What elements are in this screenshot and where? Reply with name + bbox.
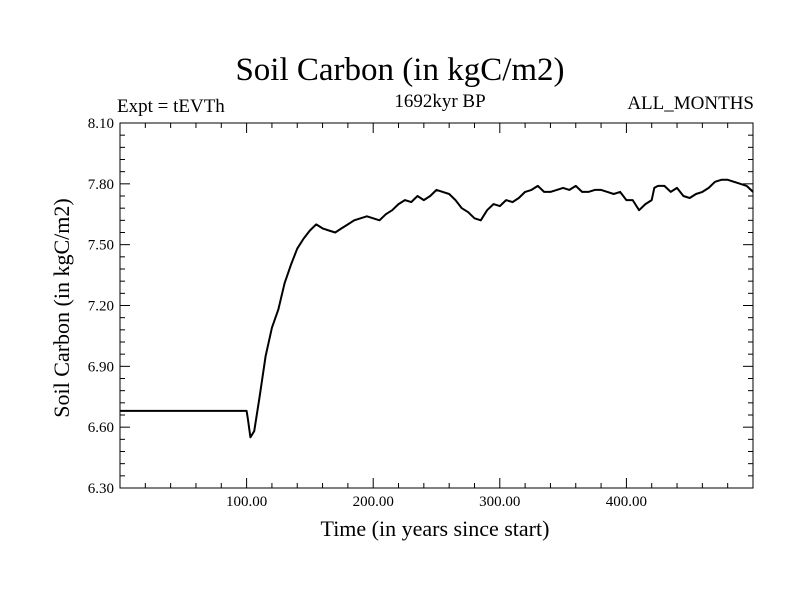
months-label: ALL_MONTHS xyxy=(627,93,754,114)
experiment-label: Expt = tEVTh xyxy=(117,96,225,117)
chart-title: Soil Carbon (in kgC/m2) xyxy=(235,52,565,88)
y-tick-label: 6.90 xyxy=(88,359,114,375)
period-label: 1692kyr BP xyxy=(394,91,486,112)
x-tick-label: 300.00 xyxy=(479,494,520,510)
x-axis-label: Time (in years since start) xyxy=(320,516,550,541)
y-tick-label: 6.60 xyxy=(88,420,114,436)
plot-frame xyxy=(119,122,754,489)
x-tick-label: 200.00 xyxy=(353,494,394,510)
series-line xyxy=(120,178,754,439)
y-tick-label: 7.80 xyxy=(88,177,114,193)
x-tick-label: 400.00 xyxy=(606,494,647,510)
y-tick-label: 7.20 xyxy=(88,299,114,315)
y-tick-label: 8.10 xyxy=(88,116,114,132)
y-tick-label: 7.50 xyxy=(88,238,114,254)
y-tick-label: 6.30 xyxy=(88,481,114,497)
x-tick-label: 100.00 xyxy=(226,494,267,510)
